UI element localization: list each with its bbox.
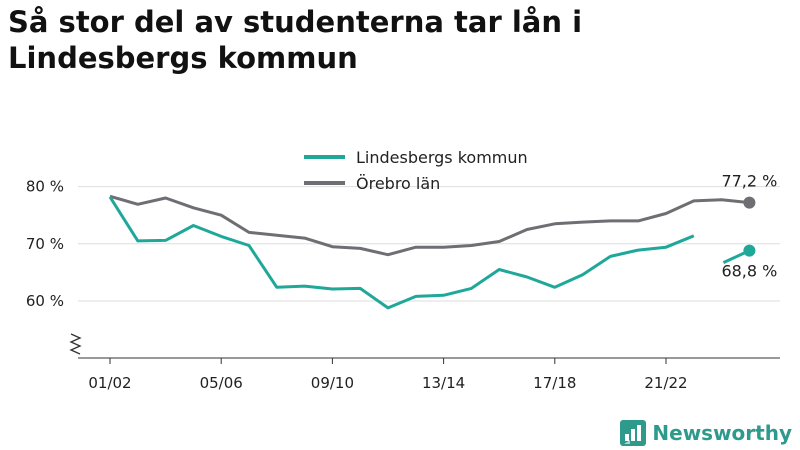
end-value-label: 68,8 % — [721, 262, 777, 281]
y-axis-labels: 60 % 70 % 80 % — [26, 178, 64, 310]
legend-label: Örebro län — [356, 174, 440, 193]
x-tick-label: 09/10 — [311, 374, 354, 392]
y-tick-label: 80 % — [26, 178, 64, 196]
x-axis-labels: 01/02 05/06 09/10 13/14 17/18 21/22 — [88, 374, 687, 392]
x-tick-label: 05/06 — [200, 374, 243, 392]
x-tick-label: 17/18 — [533, 374, 576, 392]
legend: Lindesbergs kommun Örebro län — [304, 148, 528, 193]
y-tick-label: 70 % — [26, 235, 64, 253]
x-axis — [69, 333, 780, 364]
end-markers: 77,2 % 68,8 % — [721, 172, 777, 281]
end-point — [743, 244, 756, 257]
x-tick-label: 13/14 — [422, 374, 465, 392]
y-tick-label: 60 % — [26, 292, 64, 310]
series-line — [109, 194, 750, 257]
chart-title: Så stor del av studenterna tar lån i Lin… — [8, 5, 583, 75]
x-tick-label: 01/02 — [88, 374, 131, 392]
brand-logo: Newsworthy — [620, 420, 792, 446]
end-point — [743, 196, 756, 209]
series-line — [108, 196, 695, 310]
gridlines — [78, 186, 780, 302]
axis-break-icon — [69, 333, 82, 355]
series-lines — [108, 194, 751, 310]
x-tick-label: 21/22 — [644, 374, 687, 392]
brand-name: Newsworthy — [652, 421, 792, 445]
legend-label: Lindesbergs kommun — [356, 148, 528, 167]
end-value-label: 77,2 % — [721, 172, 777, 191]
bar-chart-logo-icon — [620, 420, 647, 446]
